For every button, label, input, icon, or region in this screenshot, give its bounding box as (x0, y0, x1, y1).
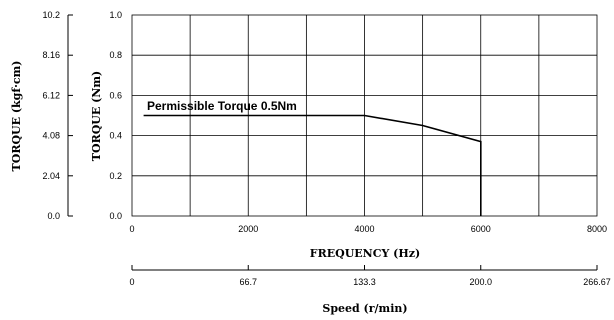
speed-tick-label: 133.3 (353, 277, 376, 287)
speed-tick-label: 266.67 (583, 277, 611, 287)
x-tick-label: 0 (129, 224, 134, 234)
y2-tick-label: 2.04 (42, 171, 60, 181)
y2-tick-label: 4.08 (42, 131, 60, 141)
y-tick-label: 0.4 (109, 131, 122, 141)
tick-labels: 0.0 0.2 0.4 0.6 0.8 1.0 0.0 2.04 4.08 6.12 8.16 10.… (42, 10, 610, 287)
torque-curve-line (143, 114, 482, 216)
y-tick-label: 0.8 (109, 50, 122, 60)
grid-lines (131, 14, 598, 217)
y2-tick-label: 6.12 (42, 90, 60, 100)
y-tick-label: 0.0 (109, 211, 122, 221)
y2-tick-label: 8.16 (42, 50, 60, 60)
y-tick-label: 0.6 (109, 90, 122, 100)
x-tick-label: 6000 (471, 224, 491, 234)
y-tick-label: 1.0 (109, 10, 122, 20)
x-tick-label: 2000 (238, 224, 258, 234)
x-axis-label: FREQUENCY (Hz) (310, 247, 420, 260)
y2-tick-label: 0.0 (47, 211, 60, 221)
speed-tick-label: 66.7 (239, 277, 257, 287)
x-tick-label: 4000 (354, 224, 374, 234)
y-axis-label: TORQUE (Nm) (90, 71, 103, 161)
permissible-torque-annotation: Permissible Torque 0.5Nm (147, 99, 297, 113)
y-tick-label: 0.2 (109, 171, 122, 181)
series-layer (143, 114, 482, 216)
y2-axis-label: TORQUE (kgf·cm) (10, 61, 23, 172)
x-tick-label: 8000 (587, 224, 607, 234)
speed-tick-label: 0 (129, 277, 134, 287)
speed-axis-label: Speed (r/min) (322, 302, 407, 315)
speed-tick-label: 200.0 (469, 277, 492, 287)
y2-tick-label: 10.2 (42, 10, 60, 20)
